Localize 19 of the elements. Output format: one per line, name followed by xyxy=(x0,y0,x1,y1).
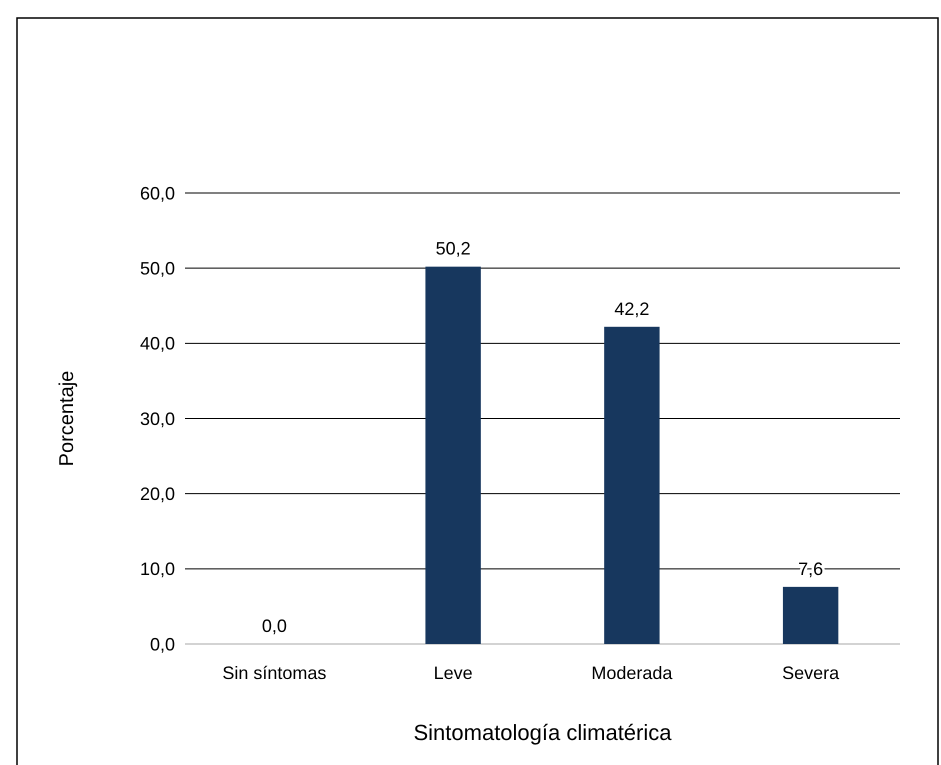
y-tick-label: 0,0 xyxy=(150,634,175,654)
x-tick-label: Sin síntomas xyxy=(222,663,326,683)
data-label: 42,2 xyxy=(614,298,650,319)
y-axis-title: Porcentaje xyxy=(56,370,78,466)
x-tick-label: Moderada xyxy=(591,663,674,683)
bar xyxy=(782,586,838,644)
data-label: 0,0 xyxy=(262,616,287,636)
x-axis-title: Sintomatología climatérica xyxy=(413,720,672,745)
x-tick-label: Severa xyxy=(782,663,840,683)
y-tick-label: 50,0 xyxy=(140,258,175,278)
y-tick-label: 30,0 xyxy=(140,408,175,429)
y-tick-label: 60,0 xyxy=(140,183,175,204)
y-tick-label: 10,0 xyxy=(140,559,175,580)
y-tick-label: 40,0 xyxy=(140,334,175,354)
bar xyxy=(425,266,481,644)
data-label: 50,2 xyxy=(436,238,471,259)
x-tick-label: Leve xyxy=(434,663,473,683)
bar xyxy=(604,326,660,644)
y-tick-label: 20,0 xyxy=(140,484,175,504)
